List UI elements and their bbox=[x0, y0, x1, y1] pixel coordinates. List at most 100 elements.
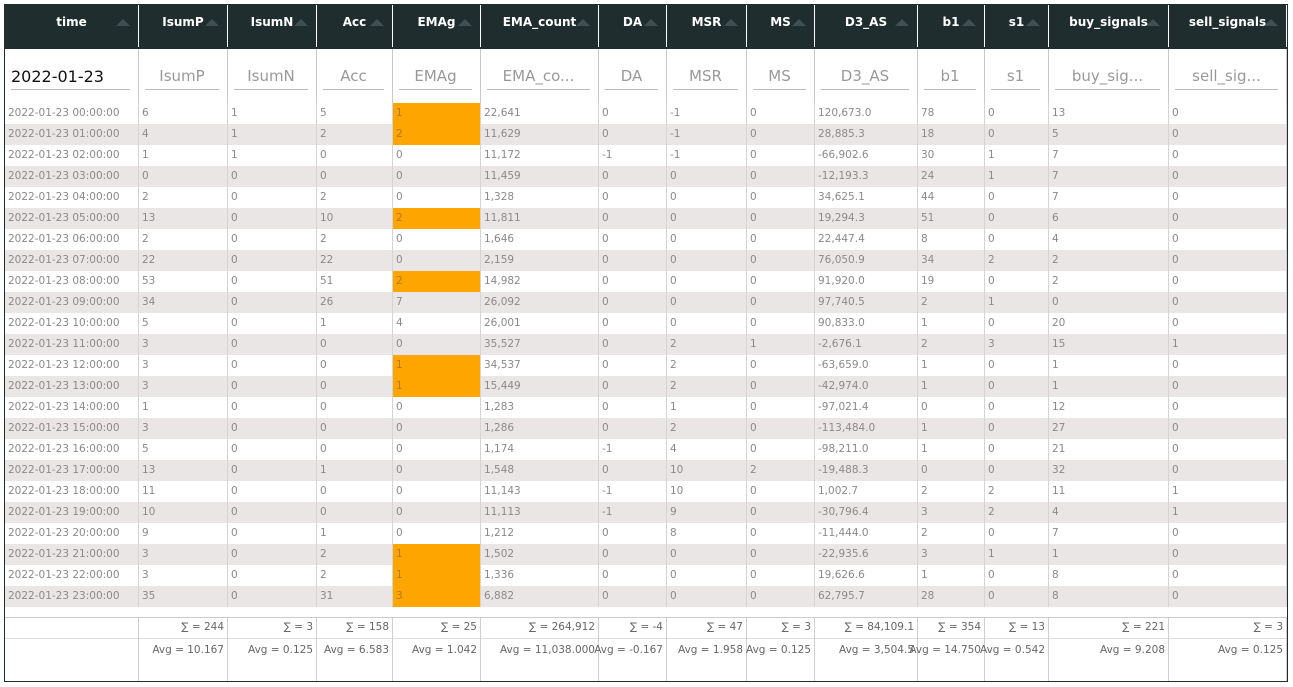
cell-time[interactable]: 2022-01-23 00:00:00 bbox=[5, 103, 139, 124]
column-header-acc[interactable]: Acc bbox=[317, 5, 393, 47]
cell-emag[interactable]: 0 bbox=[393, 145, 481, 166]
column-header-ms[interactable]: MS bbox=[747, 5, 815, 47]
cell-acc[interactable]: 26 bbox=[317, 292, 393, 313]
cell-ema-count[interactable]: 26,092 bbox=[481, 292, 599, 313]
cell-msr[interactable]: 0 bbox=[667, 208, 747, 229]
cell-b1[interactable]: 30 bbox=[918, 145, 985, 166]
cell-isumn[interactable]: 0 bbox=[228, 481, 317, 502]
cell-ms[interactable]: 0 bbox=[747, 355, 815, 376]
table-row[interactable]: 2022-01-23 23:00:00 35 0 31 3 6,882 0 0 0 62,795.… bbox=[5, 586, 1287, 607]
cell-isumn[interactable]: 0 bbox=[228, 460, 317, 481]
cell-isumn[interactable]: 0 bbox=[228, 313, 317, 334]
cell-acc[interactable]: 5 bbox=[317, 103, 393, 124]
table-row[interactable]: 2022-01-23 09:00:00 34 0 26 7 26,092 0 0 0 97,740… bbox=[5, 292, 1287, 313]
cell-ms[interactable]: 0 bbox=[747, 418, 815, 439]
column-header-msr[interactable]: MSR bbox=[667, 5, 747, 47]
cell-acc[interactable]: 51 bbox=[317, 271, 393, 292]
table-row[interactable]: 2022-01-23 01:00:00 4 1 2 2 11,629 0 -1 0 28,885.… bbox=[5, 124, 1287, 145]
cell-s1[interactable]: 0 bbox=[985, 439, 1049, 460]
cell-d3-as[interactable]: -30,796.4 bbox=[815, 502, 918, 523]
cell-msr[interactable]: 10 bbox=[667, 460, 747, 481]
cell-sell-signals[interactable]: 0 bbox=[1169, 544, 1287, 565]
cell-ms[interactable]: 0 bbox=[747, 208, 815, 229]
cell-ema-count[interactable]: 35,527 bbox=[481, 334, 599, 355]
cell-emag[interactable]: 0 bbox=[393, 166, 481, 187]
cell-sell-signals[interactable]: 0 bbox=[1169, 565, 1287, 586]
cell-b1[interactable]: 19 bbox=[918, 271, 985, 292]
cell-msr[interactable]: 0 bbox=[667, 313, 747, 334]
cell-sell-signals[interactable]: 0 bbox=[1169, 376, 1287, 397]
table-row[interactable]: 2022-01-23 11:00:00 3 0 0 0 35,527 0 2 1 -2,676.1… bbox=[5, 334, 1287, 355]
sort-arrow-icon[interactable] bbox=[895, 19, 909, 26]
cell-b1[interactable]: 18 bbox=[918, 124, 985, 145]
cell-buy-signals[interactable]: 27 bbox=[1049, 418, 1169, 439]
cell-sell-signals[interactable]: 0 bbox=[1169, 397, 1287, 418]
cell-isumn[interactable]: 0 bbox=[228, 250, 317, 271]
cell-s1[interactable]: 2 bbox=[985, 502, 1049, 523]
sort-arrow-icon[interactable] bbox=[1264, 19, 1278, 26]
cell-isumn[interactable]: 0 bbox=[228, 418, 317, 439]
cell-ms[interactable]: 0 bbox=[747, 271, 815, 292]
cell-da[interactable]: 0 bbox=[599, 565, 667, 586]
cell-ema-count[interactable]: 11,459 bbox=[481, 166, 599, 187]
cell-d3-as[interactable]: -22,935.6 bbox=[815, 544, 918, 565]
cell-acc[interactable]: 10 bbox=[317, 208, 393, 229]
cell-emag[interactable]: 1 bbox=[393, 544, 481, 565]
cell-msr[interactable]: 2 bbox=[667, 376, 747, 397]
filter-input-msr[interactable] bbox=[673, 63, 738, 90]
cell-d3-as[interactable]: 62,795.7 bbox=[815, 586, 918, 607]
cell-s1[interactable]: 0 bbox=[985, 418, 1049, 439]
sort-arrow-icon[interactable] bbox=[205, 19, 219, 26]
table-row[interactable]: 2022-01-23 18:00:00 11 0 0 0 11,143 -1 10 0 1,002… bbox=[5, 481, 1287, 502]
sort-arrow-icon[interactable] bbox=[644, 19, 658, 26]
cell-b1[interactable]: 78 bbox=[918, 103, 985, 124]
cell-da[interactable]: 0 bbox=[599, 355, 667, 376]
cell-emag[interactable]: 2 bbox=[393, 208, 481, 229]
sort-arrow-icon[interactable] bbox=[370, 19, 384, 26]
filter-input-ema-count[interactable] bbox=[487, 63, 590, 90]
cell-acc[interactable]: 0 bbox=[317, 355, 393, 376]
cell-s1[interactable]: 1 bbox=[985, 166, 1049, 187]
cell-d3-as[interactable]: -63,659.0 bbox=[815, 355, 918, 376]
cell-time[interactable]: 2022-01-23 10:00:00 bbox=[5, 313, 139, 334]
cell-acc[interactable]: 2 bbox=[317, 124, 393, 145]
cell-ema-count[interactable]: 34,537 bbox=[481, 355, 599, 376]
cell-ms[interactable]: 0 bbox=[747, 565, 815, 586]
cell-buy-signals[interactable]: 6 bbox=[1049, 208, 1169, 229]
cell-da[interactable]: 0 bbox=[599, 418, 667, 439]
cell-emag[interactable]: 0 bbox=[393, 418, 481, 439]
cell-sell-signals[interactable]: 0 bbox=[1169, 187, 1287, 208]
cell-sell-signals[interactable]: 0 bbox=[1169, 229, 1287, 250]
cell-time[interactable]: 2022-01-23 08:00:00 bbox=[5, 271, 139, 292]
cell-da[interactable]: 0 bbox=[599, 166, 667, 187]
cell-da[interactable]: 0 bbox=[599, 250, 667, 271]
cell-isumn[interactable]: 0 bbox=[228, 229, 317, 250]
cell-isumn[interactable]: 0 bbox=[228, 502, 317, 523]
cell-acc[interactable]: 1 bbox=[317, 313, 393, 334]
cell-acc[interactable]: 2 bbox=[317, 544, 393, 565]
table-row[interactable]: 2022-01-23 21:00:00 3 0 2 1 1,502 0 0 0 -22,935.6… bbox=[5, 544, 1287, 565]
cell-da[interactable]: 0 bbox=[599, 229, 667, 250]
cell-time[interactable]: 2022-01-23 07:00:00 bbox=[5, 250, 139, 271]
cell-sell-signals[interactable]: 0 bbox=[1169, 208, 1287, 229]
sort-arrow-icon[interactable] bbox=[724, 19, 738, 26]
cell-s1[interactable]: 1 bbox=[985, 292, 1049, 313]
cell-isump[interactable]: 13 bbox=[139, 460, 228, 481]
cell-buy-signals[interactable]: 7 bbox=[1049, 187, 1169, 208]
cell-msr[interactable]: 0 bbox=[667, 586, 747, 607]
cell-ms[interactable]: 0 bbox=[747, 439, 815, 460]
cell-msr[interactable]: -1 bbox=[667, 145, 747, 166]
sort-arrow-icon[interactable] bbox=[962, 19, 976, 26]
cell-isump[interactable]: 3 bbox=[139, 334, 228, 355]
cell-buy-signals[interactable]: 32 bbox=[1049, 460, 1169, 481]
cell-isump[interactable]: 35 bbox=[139, 586, 228, 607]
cell-d3-as[interactable]: 1,002.7 bbox=[815, 481, 918, 502]
cell-isumn[interactable]: 0 bbox=[228, 376, 317, 397]
cell-isumn[interactable]: 0 bbox=[228, 271, 317, 292]
cell-d3-as[interactable]: -98,211.0 bbox=[815, 439, 918, 460]
table-row[interactable]: 2022-01-23 07:00:00 22 0 22 0 2,159 0 0 0 76,050.… bbox=[5, 250, 1287, 271]
cell-acc[interactable]: 0 bbox=[317, 334, 393, 355]
cell-ms[interactable]: 0 bbox=[747, 397, 815, 418]
cell-isumn[interactable]: 0 bbox=[228, 565, 317, 586]
cell-acc[interactable]: 1 bbox=[317, 523, 393, 544]
